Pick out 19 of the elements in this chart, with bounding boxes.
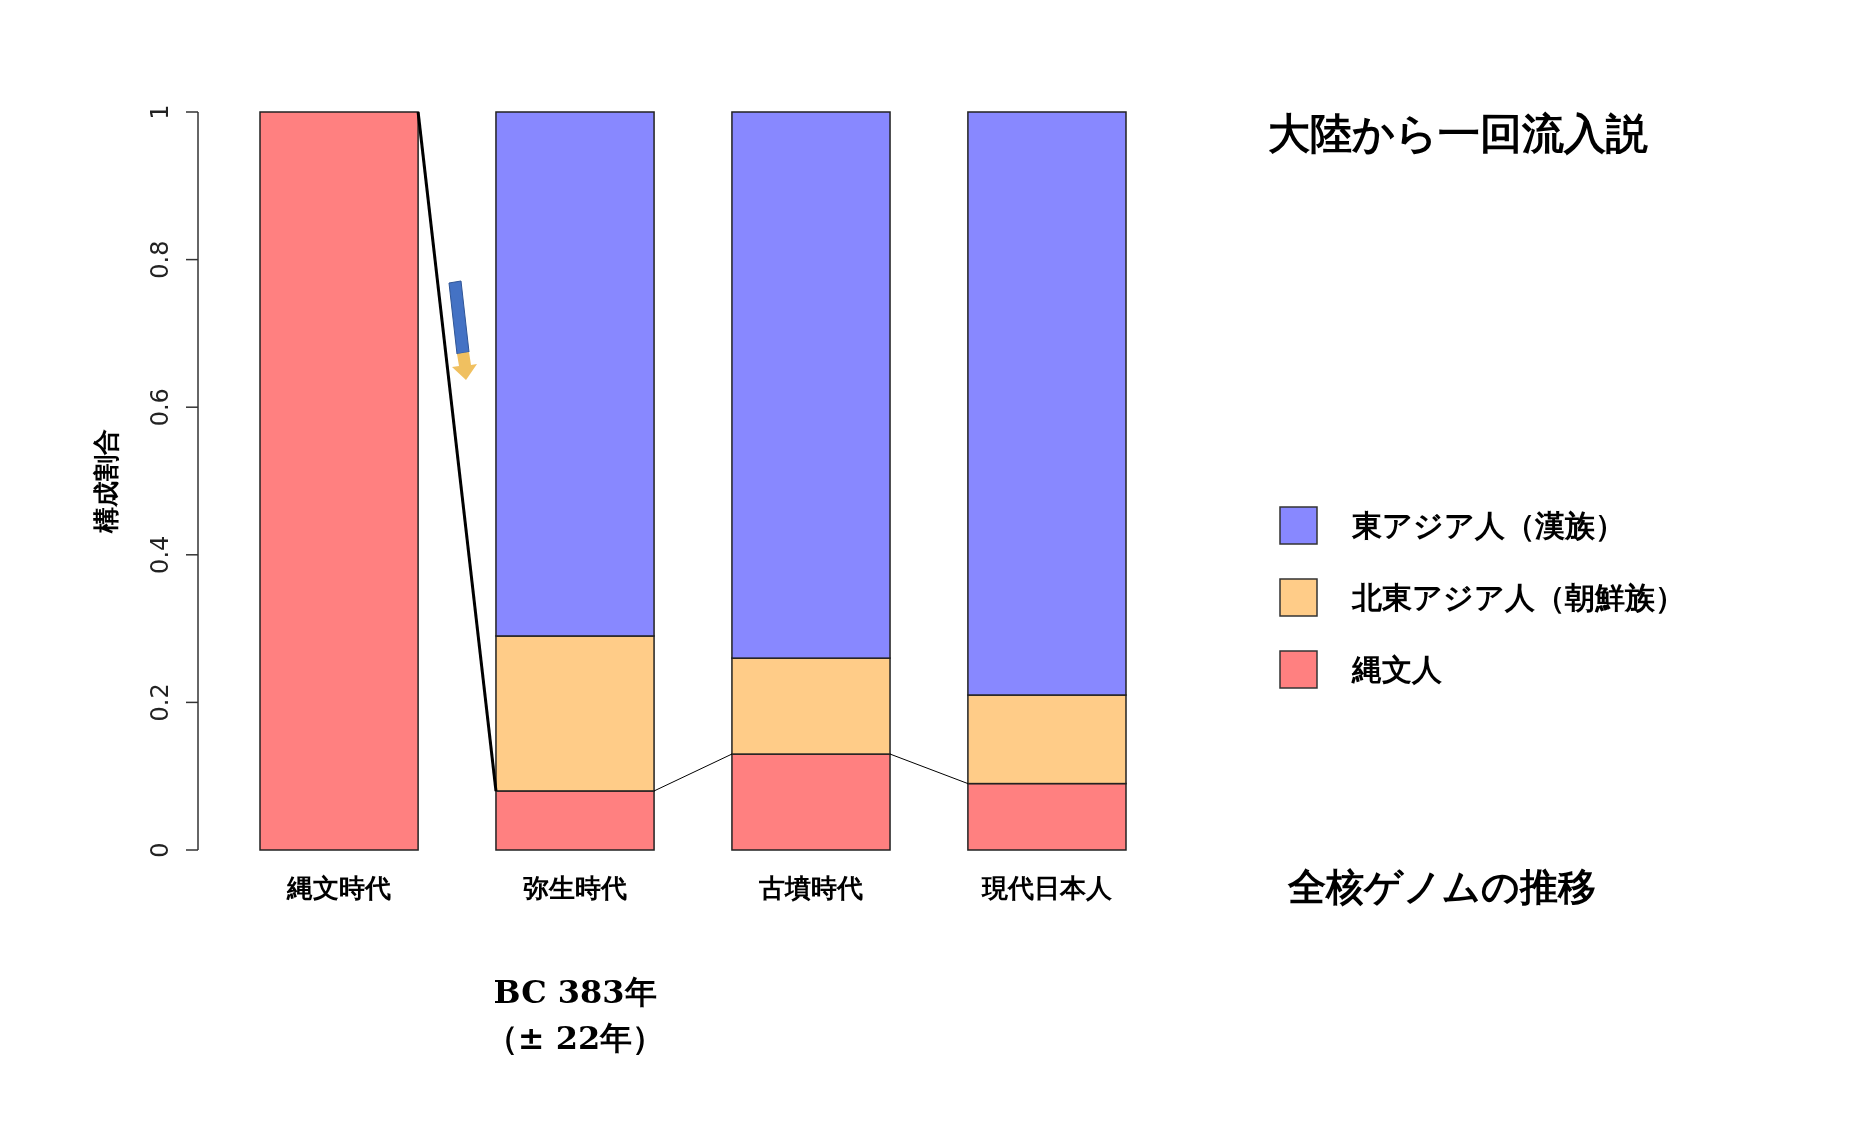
text: 全核ゲノムの推移 <box>1287 865 1596 909</box>
x-tick-label: 弥生時代 <box>523 873 628 903</box>
text: BC 383年 <box>493 973 657 1011</box>
x-tick-label: 現代日本人 <box>980 873 1113 903</box>
legend-label: 北東アジア人（朝鮮族） <box>1351 580 1685 615</box>
y-tick-label: 0.4 <box>146 535 174 574</box>
y-tick-label: 1 <box>146 104 174 120</box>
x-tick-label: 古墳時代 <box>757 873 863 903</box>
y-tick-label: 0.8 <box>146 240 174 279</box>
y-tick-label: 0.6 <box>146 388 174 427</box>
text: 大陸から一回流入説 <box>1268 109 1648 158</box>
legend-label: 縄文人 <box>1351 652 1443 687</box>
text: （± 22年） <box>485 1019 665 1057</box>
bar <box>259 111 419 851</box>
y-tick-label: 0 <box>146 842 174 858</box>
x-tick-label: 縄文時代 <box>286 873 392 903</box>
y-axis-title: 構成割合 <box>91 429 121 534</box>
text: 東アジア人（漢族） <box>1352 508 1625 543</box>
y-tick-label: 0.2 <box>146 683 174 722</box>
